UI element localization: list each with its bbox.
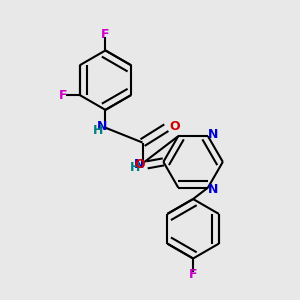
Text: N: N bbox=[97, 120, 107, 133]
Text: H: H bbox=[93, 124, 103, 137]
Text: F: F bbox=[189, 268, 197, 281]
Text: O: O bbox=[134, 158, 145, 171]
Text: N: N bbox=[208, 183, 218, 196]
Text: F: F bbox=[59, 88, 68, 101]
Text: H: H bbox=[130, 161, 140, 174]
Text: O: O bbox=[169, 120, 180, 133]
Text: N: N bbox=[208, 128, 218, 141]
Text: N: N bbox=[134, 158, 144, 171]
Text: F: F bbox=[101, 28, 110, 40]
